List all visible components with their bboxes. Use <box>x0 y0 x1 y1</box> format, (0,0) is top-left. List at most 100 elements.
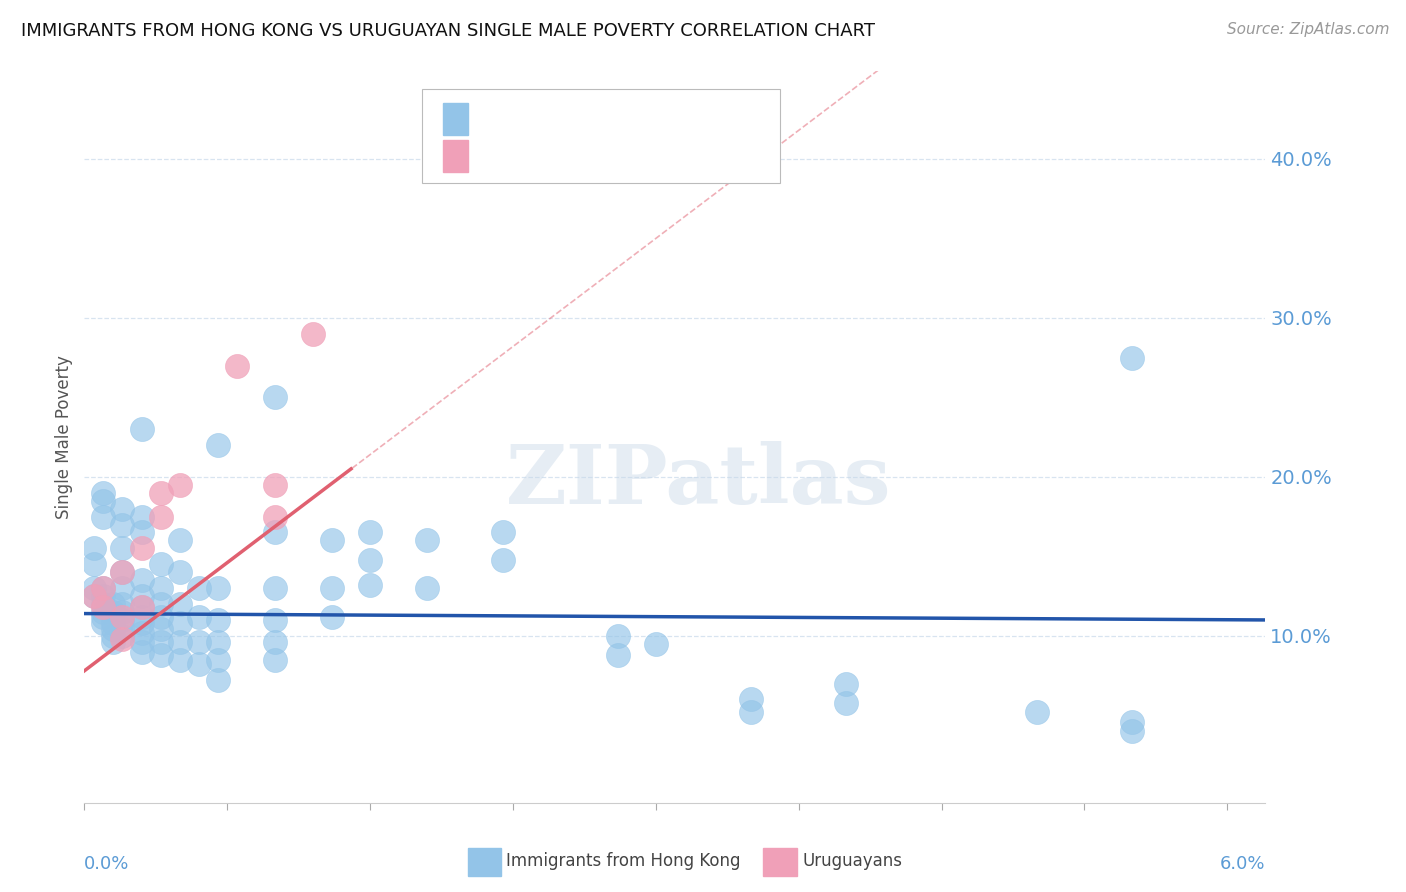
Text: Uruguayans: Uruguayans <box>803 853 903 871</box>
Point <box>93 485 115 500</box>
Point <box>131 600 153 615</box>
Point <box>149 623 172 637</box>
Text: R =: R = <box>479 110 519 128</box>
Point <box>93 609 115 624</box>
Point <box>207 613 229 627</box>
Point <box>111 501 134 516</box>
Point <box>111 566 134 580</box>
Text: IMMIGRANTS FROM HONG KONG VS URUGUAYAN SINGLE MALE POVERTY CORRELATION CHART: IMMIGRANTS FROM HONG KONG VS URUGUAYAN S… <box>21 22 875 40</box>
Point <box>149 509 172 524</box>
Text: -0.024: -0.024 <box>513 110 578 128</box>
Point <box>111 629 134 643</box>
Point <box>416 533 439 548</box>
Point <box>83 541 105 556</box>
Point <box>101 605 124 619</box>
Text: 15: 15 <box>634 147 659 165</box>
Point <box>207 438 229 452</box>
Point <box>169 566 191 580</box>
Point <box>263 525 285 540</box>
Point <box>131 600 153 615</box>
Point <box>644 637 666 651</box>
Point <box>149 581 172 595</box>
Text: 0.675: 0.675 <box>513 147 569 165</box>
Point <box>359 525 381 540</box>
Point <box>131 625 153 640</box>
Point <box>606 648 628 662</box>
Point <box>492 525 515 540</box>
Point <box>1121 714 1143 729</box>
Point <box>111 632 134 646</box>
Y-axis label: Single Male Poverty: Single Male Poverty <box>55 355 73 519</box>
Point <box>263 635 285 649</box>
Point <box>321 581 343 595</box>
Point <box>83 589 105 603</box>
Point <box>187 635 209 649</box>
Point <box>187 581 209 595</box>
Point <box>101 629 124 643</box>
Point <box>93 581 115 595</box>
Point <box>111 517 134 532</box>
Point <box>131 645 153 659</box>
Point <box>1121 724 1143 739</box>
Point <box>111 621 134 635</box>
Point <box>187 657 209 672</box>
Point <box>101 635 124 649</box>
Point <box>169 653 191 667</box>
Point <box>359 552 381 566</box>
Point <box>187 609 209 624</box>
Text: N =: N = <box>606 147 645 165</box>
Point <box>111 613 134 627</box>
Point <box>835 676 858 690</box>
Point <box>416 581 439 595</box>
Point <box>93 616 115 631</box>
Point <box>149 648 172 662</box>
Point <box>149 597 172 611</box>
Text: N =: N = <box>606 110 645 128</box>
Text: Source: ZipAtlas.com: Source: ZipAtlas.com <box>1226 22 1389 37</box>
Point <box>93 589 115 603</box>
Point <box>111 566 134 580</box>
Point <box>131 616 153 631</box>
Point <box>740 705 762 719</box>
Point <box>207 653 229 667</box>
Point <box>111 597 134 611</box>
Point <box>302 326 325 341</box>
Text: ZIPatlas: ZIPatlas <box>506 441 891 521</box>
Point <box>169 616 191 631</box>
Point <box>321 609 343 624</box>
Point <box>263 390 285 404</box>
Point <box>263 613 285 627</box>
Point <box>131 422 153 436</box>
Point <box>149 609 172 624</box>
Point <box>131 509 153 524</box>
Point <box>83 581 105 595</box>
Point <box>111 541 134 556</box>
Point <box>111 605 134 619</box>
Point <box>359 578 381 592</box>
Bar <box>763 848 797 876</box>
Point <box>93 605 115 619</box>
Point <box>149 558 172 572</box>
Point <box>606 629 628 643</box>
Point <box>101 616 124 631</box>
Point <box>93 509 115 524</box>
Point <box>131 609 153 624</box>
Text: R =: R = <box>479 147 519 165</box>
Point <box>1025 705 1047 719</box>
Point <box>169 635 191 649</box>
Point <box>1121 351 1143 365</box>
Text: 0.0%: 0.0% <box>84 855 129 873</box>
Point <box>131 525 153 540</box>
Point <box>263 581 285 595</box>
Point <box>149 635 172 649</box>
Point <box>111 581 134 595</box>
Point <box>263 653 285 667</box>
Point <box>83 558 105 572</box>
Point <box>101 623 124 637</box>
Point <box>83 589 105 603</box>
Point <box>263 477 285 491</box>
Point <box>835 696 858 710</box>
Point <box>111 609 134 624</box>
Point <box>93 581 115 595</box>
Point <box>207 673 229 688</box>
